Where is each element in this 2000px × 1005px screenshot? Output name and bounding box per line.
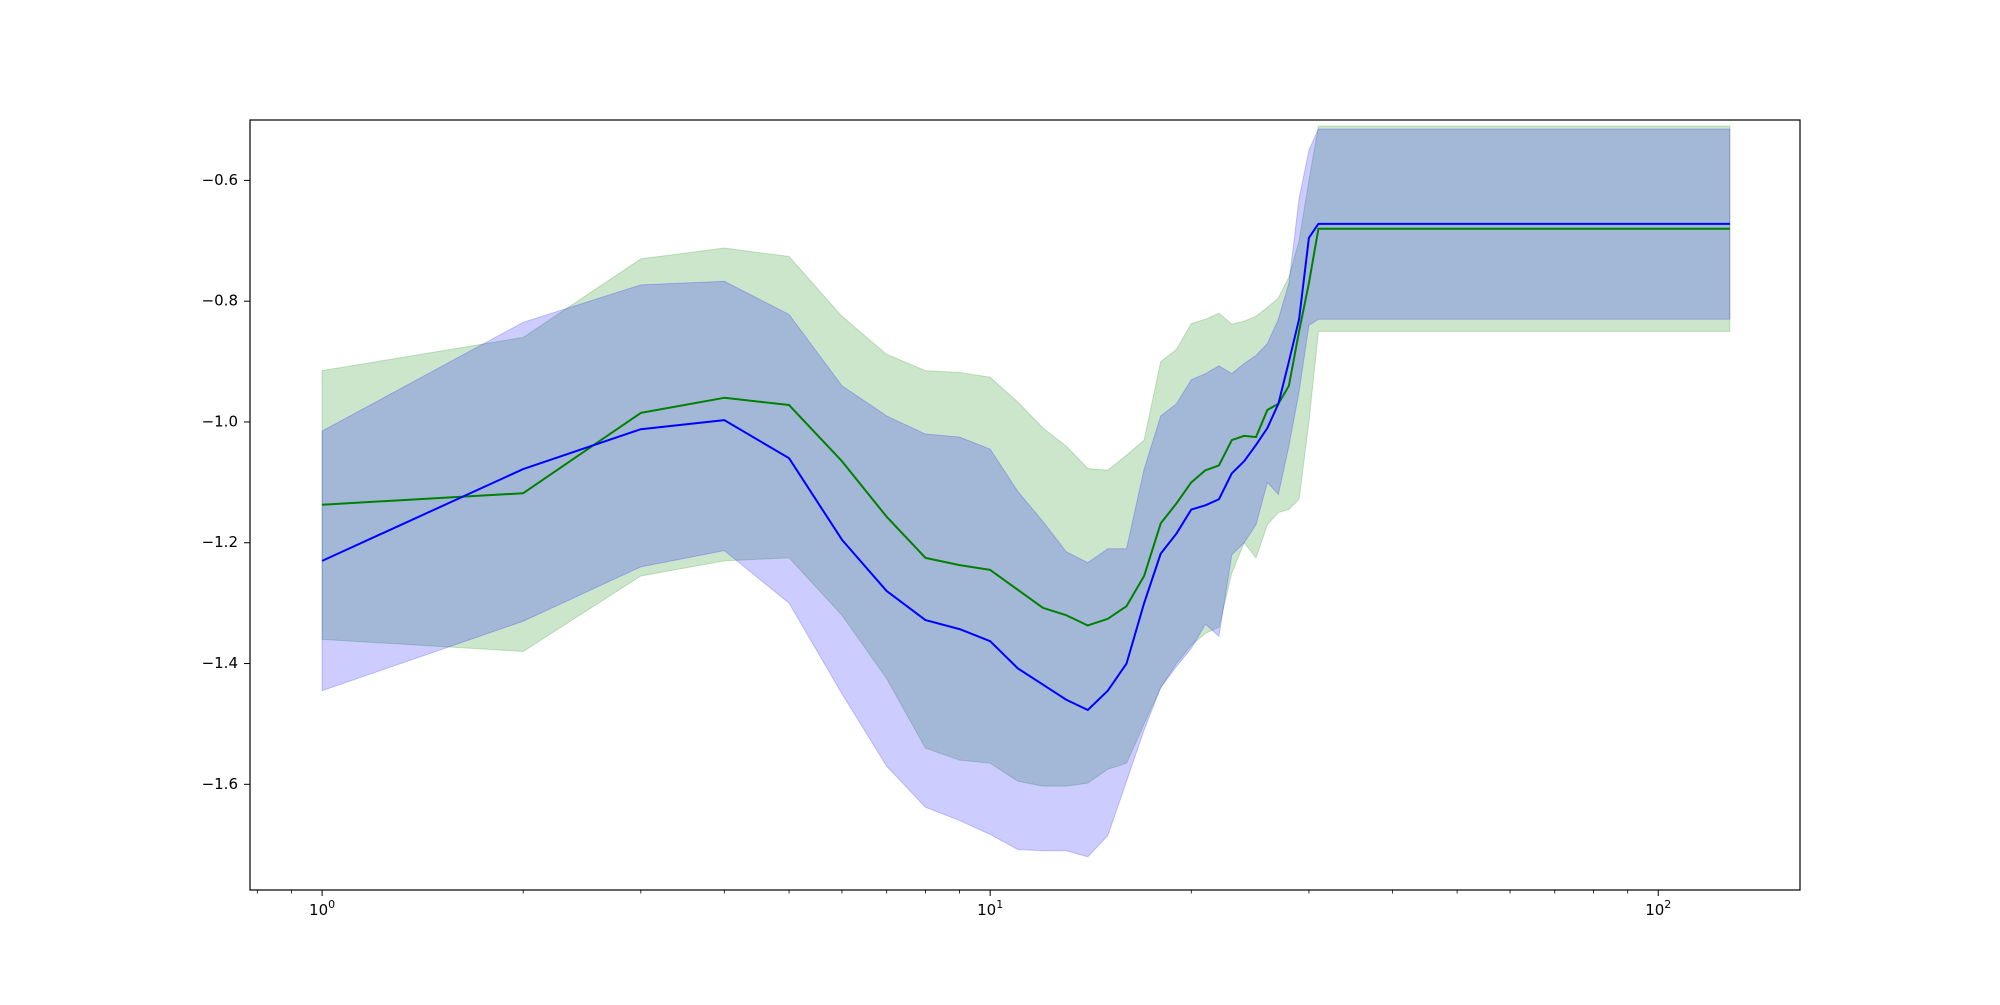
x-tick-label-exponent: 0 [328, 898, 335, 911]
x-tick-label-exponent: 2 [1664, 898, 1671, 911]
y-tick-label: −1.2 [202, 533, 238, 551]
plot-area-frame [249, 119, 1801, 891]
y-tick-label: −1.6 [202, 775, 238, 793]
y-tick-label: −0.8 [202, 292, 238, 310]
confidence-band-1 [321, 125, 1731, 787]
x-tick-label-exponent: 1 [996, 898, 1003, 911]
confidence-bands [321, 125, 1731, 858]
mean-line-1 [322, 227, 1730, 627]
y-tick-label: −1.4 [202, 654, 238, 672]
x-tick-label: 102 [1645, 898, 1671, 919]
y-axis: −0.6 −0.8 −1.0 −1.2 −1.4 −1.6 [202, 171, 250, 793]
x-axis: 100 101 102 [256, 890, 1671, 919]
x-tick-label: 101 [977, 898, 1003, 919]
x-tick-label-base: 10 [309, 901, 328, 919]
mean-lines [321, 222, 1730, 712]
x-tick-label: 100 [309, 898, 335, 919]
x-tick-label-base: 10 [977, 901, 996, 919]
mean-line-2 [321, 222, 1730, 712]
y-tick-label: −1.0 [202, 412, 238, 430]
x-tick-label-base: 10 [1645, 901, 1664, 919]
y-tick-label: −0.6 [202, 171, 238, 189]
confidence-band-2 [321, 128, 1731, 858]
